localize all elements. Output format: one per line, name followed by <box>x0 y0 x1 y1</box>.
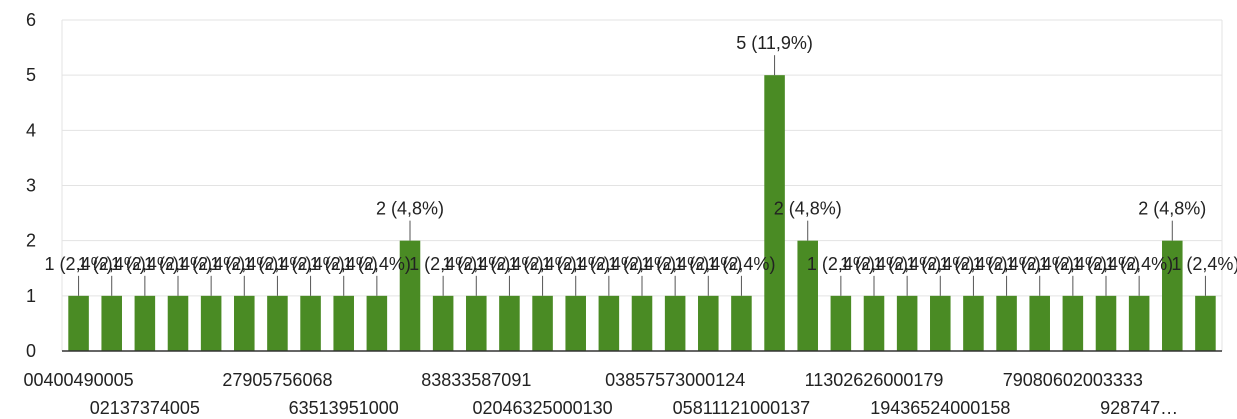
bar <box>631 295 653 351</box>
y-tick-label: 6 <box>26 10 36 30</box>
bar <box>996 295 1017 351</box>
bar <box>200 295 222 351</box>
bar <box>532 295 553 351</box>
data-label: 1 (2,4%) <box>144 254 212 274</box>
data-label: 1 (2,4%) <box>343 254 411 274</box>
data-label: 1 (2,4%) <box>442 254 510 274</box>
bar <box>698 295 719 351</box>
x-tick-label: 79080602003333 <box>1003 370 1143 390</box>
bar <box>432 295 454 351</box>
bars <box>68 75 1216 352</box>
data-label: 1 (2,4%) <box>608 254 676 274</box>
data-label: 1 (2,4%) <box>310 254 378 274</box>
x-tick-label: 05811121000137 <box>673 398 810 418</box>
bar <box>1062 295 1084 351</box>
data-label: 1 (2,4%) <box>906 254 974 274</box>
data-label: 2 (4,8%) <box>774 199 842 219</box>
data-label: 1 (2,4%) <box>1072 254 1140 274</box>
bar <box>1128 295 1150 351</box>
bar <box>366 295 388 351</box>
data-label: 1 (2,4%) <box>1105 254 1173 274</box>
x-tick-label: 27905756068 <box>222 370 332 390</box>
bar <box>1162 240 1183 351</box>
gridlines <box>61 19 1223 351</box>
y-tick-label: 4 <box>26 120 36 140</box>
bar <box>896 295 918 351</box>
data-label: 1 (2,4%) <box>1039 254 1107 274</box>
bar <box>300 295 321 351</box>
bar <box>797 240 818 351</box>
data-label: 1 (2,4%) <box>807 254 875 274</box>
y-axis-ticks: 0 1 2 3 4 5 6 <box>26 10 36 361</box>
x-tick-label: 03857573000124 <box>605 370 745 390</box>
data-label: 2 (4,8%) <box>376 199 444 219</box>
bar <box>267 295 288 351</box>
x-tick-label: 19436524000158 <box>870 398 1010 418</box>
data-label: 1 (2,4%) <box>542 254 610 274</box>
bar <box>1095 295 1117 351</box>
data-label: 2 (4,8%) <box>1138 199 1206 219</box>
data-label: 1 (2,4%) <box>277 254 345 274</box>
data-label: 1 (2,4%) <box>707 254 775 274</box>
bar <box>830 295 852 351</box>
bar <box>963 295 984 351</box>
data-label: 1 (2,4%) <box>210 254 278 274</box>
bar <box>664 295 686 351</box>
data-label: 1 (2,4%) <box>674 254 742 274</box>
bar <box>68 295 89 351</box>
bar <box>167 295 189 351</box>
y-tick-label: 3 <box>26 176 36 196</box>
y-tick-label: 0 <box>26 341 36 361</box>
x-tick-label: 928747… <box>1100 398 1178 418</box>
x-axis-labels: 00400490005 02137374005 27905756068 6351395… <box>24 370 1179 418</box>
data-label: 1 (2,4%) <box>111 254 179 274</box>
y-tick-label: 2 <box>26 231 36 251</box>
data-label: 1 (2,4%) <box>575 254 643 274</box>
x-tick-label: 63513951000 <box>289 398 399 418</box>
bar <box>499 295 520 351</box>
data-label: 1 (2,4%) <box>409 254 477 274</box>
data-label: 1 (2,4%) <box>177 254 245 274</box>
bar <box>1195 295 1216 351</box>
bar <box>1029 295 1050 351</box>
data-label: 1 (2,4%) <box>509 254 577 274</box>
bar <box>930 295 951 351</box>
y-tick-label: 5 <box>26 65 36 85</box>
x-tick-label: 02046325000130 <box>472 398 612 418</box>
bar <box>764 75 785 352</box>
data-label: 1 (2,4%) <box>1171 254 1237 274</box>
bar <box>399 240 421 351</box>
bar <box>466 295 487 351</box>
y-tick-label: 1 <box>26 286 36 306</box>
bar <box>101 295 122 351</box>
data-label: 1 (2,4%) <box>1006 254 1074 274</box>
data-label: 1 (2,4%) <box>939 254 1007 274</box>
x-tick-label: 11302626000179 <box>805 370 944 390</box>
data-labels: 1 (2,4%)1 (2,4%)1 (2,4%)1 (2,4%)1 (2,4%)… <box>45 33 1237 296</box>
x-tick-label: 00400490005 <box>24 370 134 390</box>
bar <box>565 295 586 351</box>
bar <box>234 295 255 351</box>
bar <box>731 295 752 351</box>
x-tick-label: 83833587091 <box>421 370 531 390</box>
bar <box>863 295 885 351</box>
data-label: 1 (2,4%) <box>641 254 709 274</box>
data-label: 1 (2,4%) <box>873 254 941 274</box>
x-tick-label: 02137374005 <box>90 398 200 418</box>
data-label: 1 (2,4%) <box>78 254 146 274</box>
data-label: 1 (2,4%) <box>475 254 543 274</box>
data-label: 1 (2,4%) <box>243 254 311 274</box>
bar <box>134 295 156 351</box>
data-label: 1 (2,4%) <box>840 254 908 274</box>
bar <box>333 295 354 351</box>
data-label: 1 (2,4%) <box>973 254 1041 274</box>
bar <box>598 295 620 351</box>
data-label: 1 (2,4%) <box>45 254 113 274</box>
data-label: 5 (11,9%) <box>736 33 813 53</box>
